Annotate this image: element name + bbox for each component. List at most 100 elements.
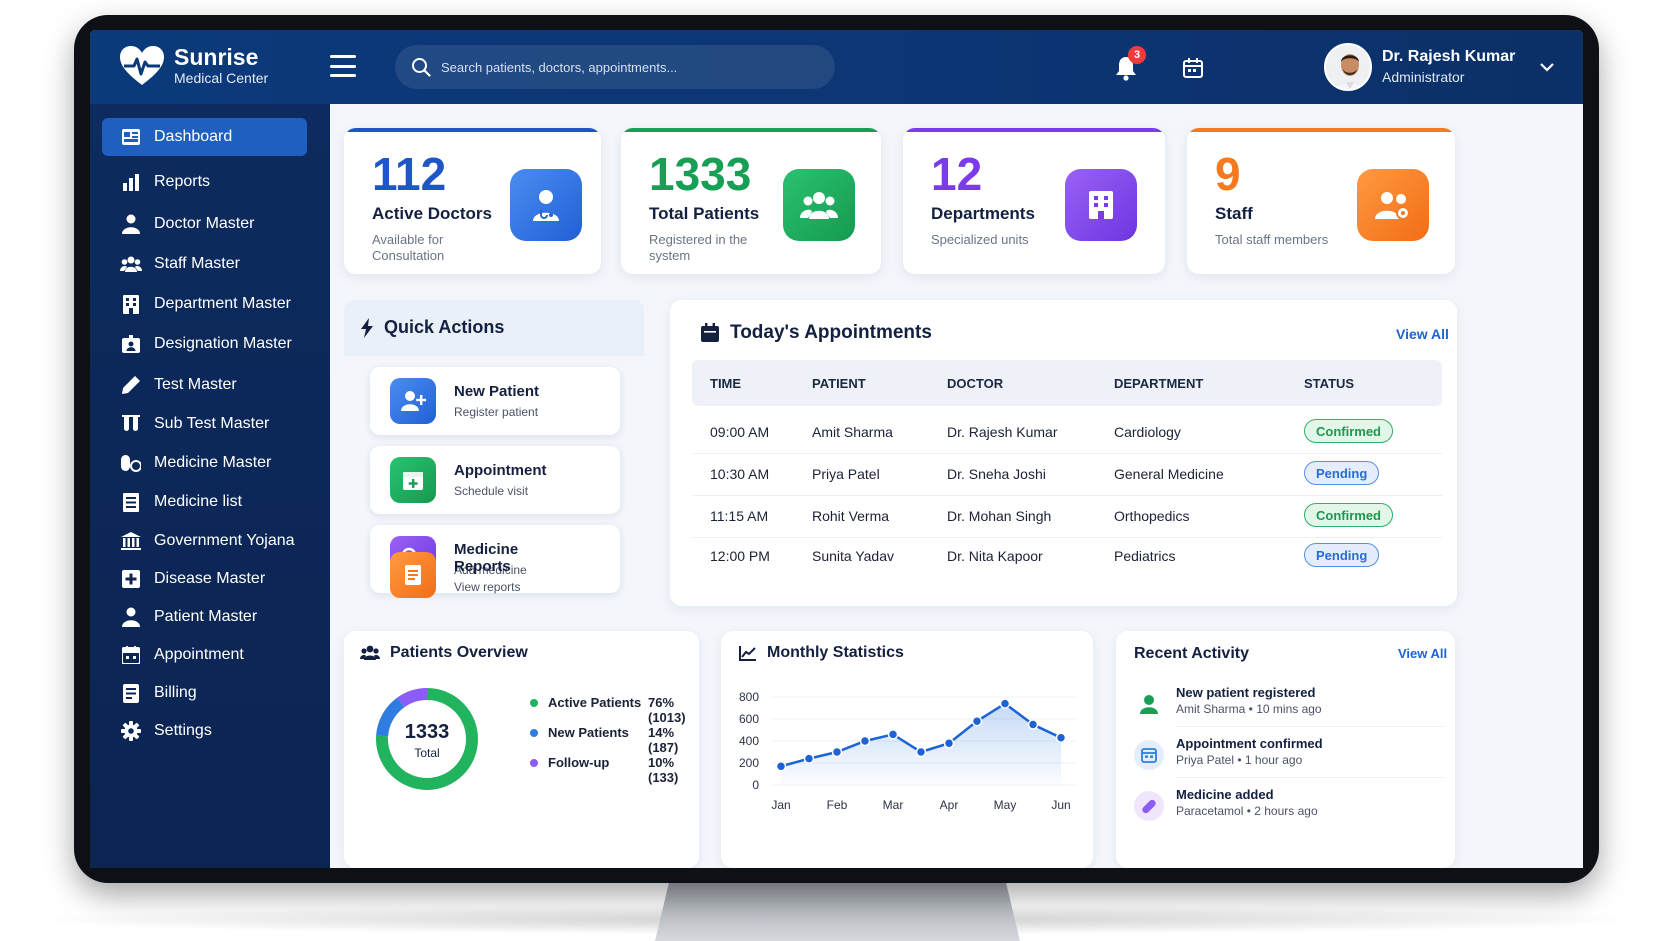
activity-subtitle: Paracetamol • 2 hours ago bbox=[1176, 804, 1318, 818]
quick-action-appointment[interactable]: Appointment Schedule visit bbox=[370, 446, 620, 514]
stat-subtitle: Registered in the system bbox=[649, 232, 748, 263]
table-row[interactable]: 12:00 PM Sunita Yadav Dr. Nita Kapoor Pedia… bbox=[692, 536, 1442, 578]
section-heading: Today's Appointments bbox=[730, 322, 932, 343]
sidebar-item-disease-master[interactable]: Disease Master bbox=[102, 560, 307, 598]
calendar-icon bbox=[1134, 740, 1164, 770]
activity-title: Appointment confirmed bbox=[1176, 736, 1323, 751]
sidebar-item-dashboard[interactable]: Dashboard bbox=[102, 118, 307, 156]
legend-value: 14% (187) bbox=[648, 725, 679, 755]
patients-overview-panel: Patients Overview 1333 Total Active Pati… bbox=[344, 631, 699, 868]
stat-card-patients[interactable]: 1333 Total Patients Registered in the sy… bbox=[621, 128, 881, 274]
sidebar-item-appointment[interactable]: Appointment bbox=[102, 636, 307, 674]
menu-toggle-icon[interactable] bbox=[330, 55, 356, 77]
stat-subtitle: Specialized units bbox=[931, 232, 1029, 247]
app-logo[interactable]: Sunrise Medical Center bbox=[118, 44, 268, 88]
search-icon bbox=[412, 58, 431, 77]
sidebar-item-medicine-master[interactable]: Medicine Master bbox=[102, 444, 307, 482]
legend-item: Follow-up bbox=[530, 755, 609, 770]
user-menu[interactable]: Dr. Rajesh Kumar Administrator bbox=[1324, 43, 1555, 91]
appointments-panel: Today's Appointments View All TIME PATIE… bbox=[670, 300, 1457, 606]
table-row[interactable]: 09:00 AM Amit Sharma Dr. Rajesh Kumar Cardi… bbox=[692, 412, 1442, 454]
sidebar-item-settings[interactable]: Settings bbox=[102, 712, 307, 750]
data-point[interactable] bbox=[971, 715, 983, 727]
heart-pulse-icon bbox=[118, 44, 166, 88]
sidebar-item-staff-master[interactable]: Staff Master bbox=[102, 245, 307, 283]
data-point[interactable] bbox=[915, 746, 927, 758]
legend-value: 76% (1013) bbox=[648, 695, 686, 725]
recent-activity-panel: Recent Activity View All New patient reg… bbox=[1116, 631, 1455, 868]
sidebar-item-test-master[interactable]: Test Master bbox=[102, 366, 307, 404]
y-tick-label: 200 bbox=[739, 756, 759, 770]
calendar-button[interactable] bbox=[1175, 50, 1211, 86]
quick-action-reports[interactable]: Reports View reports bbox=[370, 550, 620, 602]
search-input[interactable] bbox=[441, 59, 811, 75]
calendar-add-icon bbox=[390, 457, 436, 503]
y-tick-label: 600 bbox=[739, 712, 759, 726]
sidebar-item-label: Doctor Master bbox=[154, 215, 255, 232]
gear-icon bbox=[120, 721, 142, 741]
activity-item[interactable]: Appointment confirmed Priya Patel • 1 ho… bbox=[1134, 734, 1444, 784]
sidebar-item-label: Billing bbox=[154, 684, 197, 701]
cell-patient: Priya Patel bbox=[812, 466, 880, 482]
series-area bbox=[781, 703, 1061, 785]
lightning-icon bbox=[361, 317, 373, 338]
data-point[interactable] bbox=[1027, 719, 1039, 730]
donut-segment-2[interactable] bbox=[376, 688, 478, 790]
activity-title: New patient registered bbox=[1176, 685, 1316, 700]
app-name: Sunrise bbox=[174, 44, 259, 70]
medical-plus-icon bbox=[120, 569, 142, 589]
sidebar-item-designation-master[interactable]: Designation Master bbox=[102, 325, 307, 363]
quick-actions-panel: Quick Actions New Patient Register patie… bbox=[344, 300, 644, 600]
table-row[interactable]: 11:15 AM Rohit Verma Dr. Mohan Singh Orthop… bbox=[692, 496, 1442, 538]
sidebar-item-department-master[interactable]: Department Master bbox=[102, 285, 307, 323]
view-all-activity-link[interactable]: View All bbox=[1398, 646, 1448, 661]
activity-item[interactable]: Medicine added Paracetamol • 2 hours ago bbox=[1134, 785, 1444, 835]
monthly-statistics-title: Monthly Statistics bbox=[739, 644, 904, 662]
sidebar-item-sub-test-master[interactable]: Sub Test Master bbox=[102, 405, 307, 443]
sidebar: Dashboard Reports Doctor Master Staff Maste… bbox=[90, 104, 330, 868]
quick-action-title: New Patient bbox=[454, 383, 540, 400]
data-point[interactable] bbox=[1055, 732, 1067, 743]
legend-item: Active Patients bbox=[530, 695, 641, 710]
data-point[interactable] bbox=[887, 729, 899, 740]
sidebar-item-doctor-master[interactable]: Doctor Master bbox=[102, 205, 307, 243]
search-bar bbox=[395, 45, 835, 89]
invoice-icon bbox=[120, 683, 142, 703]
cell-time: 10:30 AM bbox=[710, 466, 770, 482]
stat-card-staff[interactable]: 9 Staff Total staff members bbox=[1187, 128, 1455, 274]
pills-icon bbox=[120, 453, 142, 473]
data-point[interactable] bbox=[831, 746, 843, 758]
data-point[interactable] bbox=[775, 761, 787, 772]
quick-action-new-patient[interactable]: New Patient Register patient bbox=[370, 367, 620, 435]
data-point[interactable] bbox=[859, 735, 871, 747]
x-tick-label: Apr bbox=[940, 798, 959, 812]
sidebar-item-label: Government Yojana bbox=[154, 532, 295, 549]
sidebar-item-government-yojana[interactable]: Government Yojana bbox=[102, 522, 307, 560]
sidebar-item-billing[interactable]: Billing bbox=[102, 674, 307, 712]
data-point[interactable] bbox=[803, 753, 815, 764]
table-row[interactable]: 10:30 AM Priya Patel Dr. Sneha Joshi Genera… bbox=[692, 454, 1442, 496]
notifications-button[interactable]: 3 bbox=[1108, 46, 1146, 86]
sidebar-item-medicine-list[interactable]: Medicine list bbox=[102, 483, 307, 521]
stat-card-departments[interactable]: 12 Departments Specialized units bbox=[903, 128, 1165, 274]
monthly-line-chart: 800 600 400 200 0 Jan Feb Mar Apr May Jun bbox=[739, 690, 1075, 812]
id-badge-icon bbox=[120, 334, 142, 354]
column-header: TIME bbox=[710, 376, 742, 391]
stat-card-doctors[interactable]: 112 Active Doctors Available for Consult… bbox=[344, 128, 601, 274]
x-tick-label: May bbox=[994, 798, 1017, 812]
activity-item[interactable]: New patient registered Amit Sharma • 10 … bbox=[1134, 683, 1444, 733]
sidebar-item-reports[interactable]: Reports bbox=[102, 163, 307, 201]
donut-total-label: Total bbox=[414, 746, 440, 760]
sidebar-item-label: Test Master bbox=[154, 376, 237, 393]
view-all-appointments-link[interactable]: View All bbox=[1396, 326, 1449, 342]
sidebar-item-patient-master[interactable]: Patient Master bbox=[102, 598, 307, 636]
list-icon bbox=[120, 492, 142, 512]
avatar bbox=[1324, 43, 1372, 91]
data-point[interactable] bbox=[999, 698, 1011, 709]
data-point[interactable] bbox=[943, 737, 955, 749]
government-building-icon bbox=[120, 531, 142, 551]
stat-value: 12 bbox=[931, 148, 983, 200]
cell-patient: Rohit Verma bbox=[812, 508, 890, 524]
x-tick-label: Feb bbox=[827, 798, 848, 812]
x-tick-label: Jan bbox=[771, 798, 790, 812]
